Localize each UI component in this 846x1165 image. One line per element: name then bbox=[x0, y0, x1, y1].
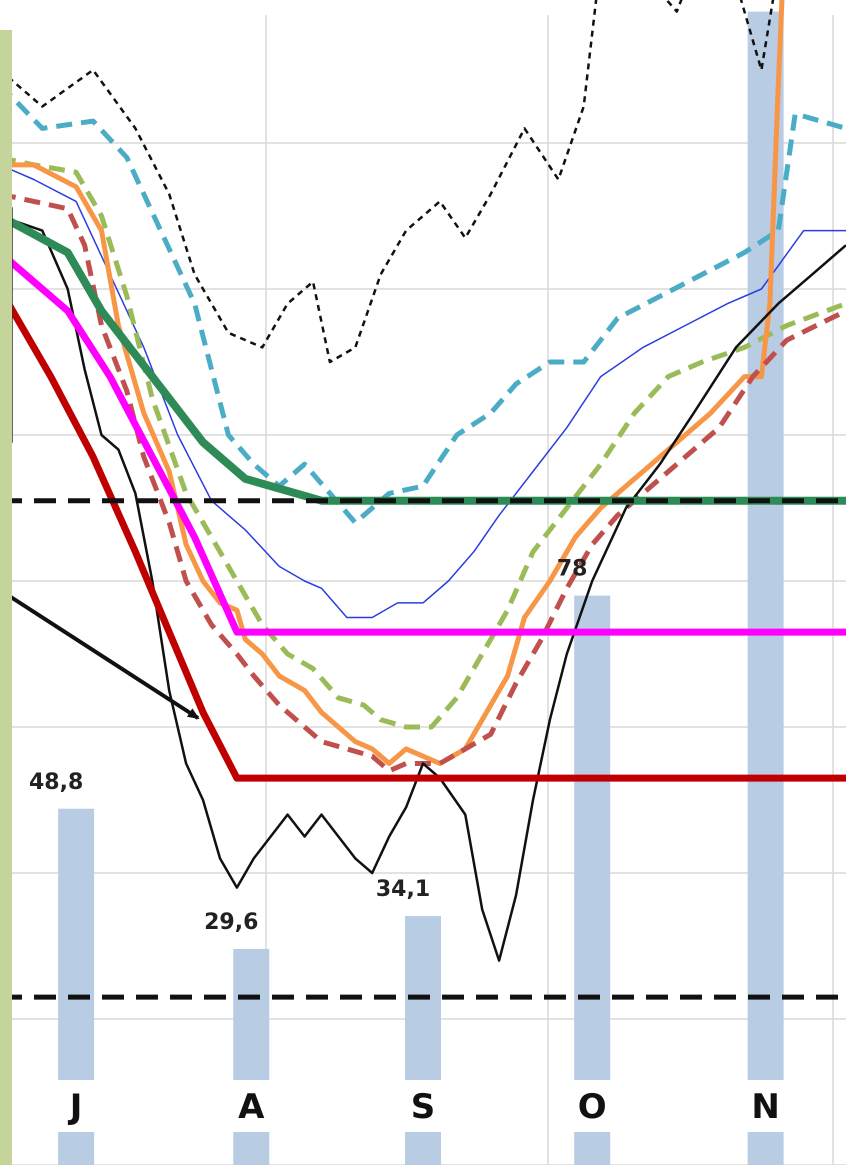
bar bbox=[233, 948, 270, 1165]
series-layer bbox=[12, 0, 846, 1000]
series-line-black-dotted bbox=[12, 0, 775, 364]
bar-data-label: 48,8 bbox=[29, 770, 83, 795]
month-label: O bbox=[578, 1087, 607, 1127]
series-line-red-solid bbox=[12, 302, 846, 782]
month-label-backdrop bbox=[733, 1080, 798, 1132]
month-label-backdrop bbox=[219, 1080, 284, 1132]
bar bbox=[574, 595, 611, 1165]
bar bbox=[747, 11, 784, 1165]
month-label: N bbox=[751, 1087, 779, 1127]
bar-data-label: 78 bbox=[557, 557, 588, 582]
label-layer: 48,8 29,6 34,1 78 J A S O N bbox=[29, 557, 798, 1132]
bar-data-label: 34,1 bbox=[376, 877, 430, 902]
bar-data-label: 29,6 bbox=[204, 910, 258, 935]
month-label-backdrop bbox=[391, 1080, 455, 1132]
series-line-magenta-solid bbox=[12, 258, 846, 636]
month-label: A bbox=[238, 1087, 265, 1127]
month-label-backdrop bbox=[44, 1080, 109, 1132]
month-label-backdrop bbox=[560, 1080, 625, 1132]
left-band bbox=[0, 30, 12, 1165]
series-line-cyan-dashed bbox=[12, 93, 846, 526]
month-label: J bbox=[68, 1087, 83, 1127]
annotation-arrow bbox=[0, 588, 200, 720]
series-line-green-thick bbox=[12, 217, 846, 505]
month-label: S bbox=[411, 1087, 436, 1127]
series-line-black-solid bbox=[12, 218, 846, 962]
